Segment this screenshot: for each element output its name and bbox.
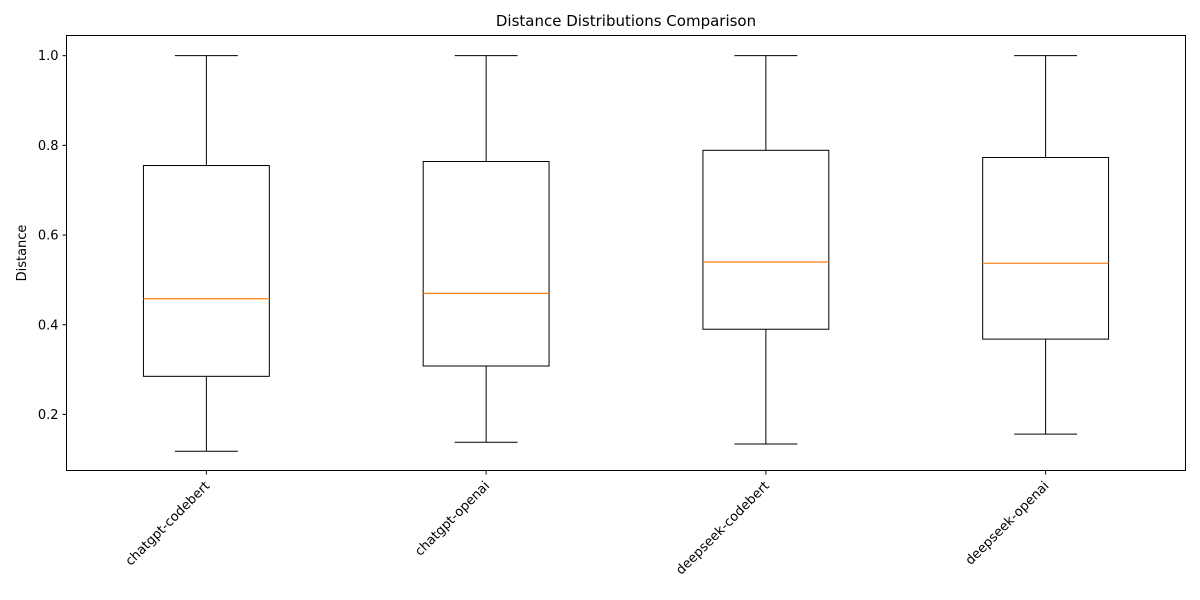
- box: [142, 165, 270, 377]
- x-tick-label: deepseek-openai: [963, 479, 1053, 569]
- y-tick-label: 0.6: [38, 229, 59, 244]
- plot-area: 0.2 0.4 0.6 0.8 1.0 chatgpt-codebert chatgpt-o…: [38, 49, 1110, 578]
- box: [982, 156, 1110, 340]
- y-tick-label: 0.2: [38, 408, 59, 423]
- chart-title: Distance Distributions Comparison: [496, 12, 756, 30]
- plot-frame: [66, 35, 1186, 471]
- y-tick-label: 0.4: [38, 318, 59, 333]
- y-axis-label: Distance: [15, 225, 30, 282]
- x-tick-label: deepseek-codebert: [673, 479, 772, 578]
- box: [422, 161, 550, 367]
- x-tick-label: chatgpt-openai: [412, 479, 493, 560]
- y-tick-label: 1.0: [38, 49, 59, 64]
- y-tick-label: 0.8: [38, 139, 59, 154]
- x-tick-label: chatgpt-codebert: [123, 479, 213, 569]
- box: [702, 149, 830, 330]
